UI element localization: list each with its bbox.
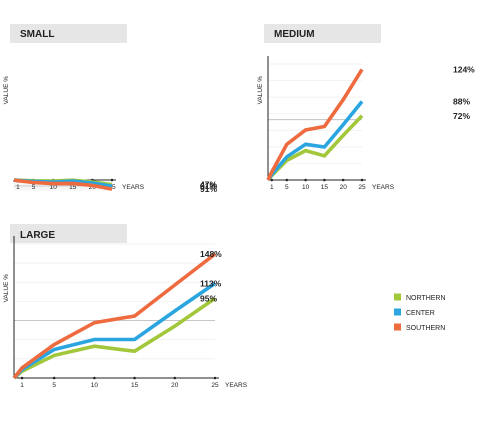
x-tick bbox=[323, 178, 326, 182]
x-tick-label: 20 bbox=[340, 184, 348, 191]
series-line-center bbox=[12, 281, 217, 380]
x-tick-label: 15 bbox=[69, 184, 77, 191]
x-axis-label: YEARS bbox=[372, 184, 395, 191]
x-tick bbox=[304, 178, 307, 182]
series-line-northern bbox=[266, 114, 364, 182]
x-tick bbox=[52, 376, 56, 380]
chart-title: MEDIUM bbox=[274, 29, 315, 40]
data-label-southern: 91% bbox=[200, 184, 217, 194]
legend-label-center: CENTER bbox=[406, 310, 435, 317]
x-tick bbox=[341, 178, 345, 182]
legend-label-southern: SOUTHERN bbox=[406, 325, 445, 332]
data-label-northern: 47% bbox=[200, 180, 217, 190]
chart-title: LARGE bbox=[20, 230, 55, 241]
data-label-northern: 95% bbox=[200, 293, 217, 303]
chart-title-band bbox=[10, 24, 127, 43]
x-tick-label: 1 bbox=[270, 184, 274, 191]
x-tick-label: 10 bbox=[302, 184, 310, 191]
x-axis-label: YEARS bbox=[122, 184, 145, 191]
x-axis-label: YEARS bbox=[225, 382, 248, 389]
chart-title: SMALL bbox=[20, 29, 54, 40]
x-tick-label: 25 bbox=[211, 382, 219, 389]
series-line-center bbox=[266, 100, 364, 182]
y-axis-label: VALUE % bbox=[3, 76, 10, 105]
x-tick bbox=[110, 178, 114, 182]
x-tick bbox=[360, 178, 364, 182]
legend-label-northern: NORTHERN bbox=[406, 295, 446, 302]
x-tick bbox=[20, 376, 24, 380]
legend-swatch-center bbox=[394, 308, 401, 316]
y-axis-label: VALUE % bbox=[3, 274, 10, 303]
x-tick-label: 10 bbox=[91, 382, 99, 389]
x-tick-label: 15 bbox=[131, 382, 139, 389]
x-tick bbox=[270, 178, 274, 182]
series-line-southern bbox=[12, 252, 217, 380]
x-tick bbox=[133, 376, 136, 380]
series-line-southern bbox=[266, 68, 364, 181]
x-tick-label: 1 bbox=[16, 184, 20, 191]
y-axis-label: VALUE % bbox=[257, 76, 264, 105]
x-tick bbox=[173, 376, 177, 380]
x-tick-label: 5 bbox=[32, 184, 36, 191]
x-tick-label: 1 bbox=[20, 382, 24, 389]
data-label-southern: 148% bbox=[200, 249, 222, 259]
x-tick-label: 5 bbox=[52, 382, 56, 389]
series-line-southern bbox=[13, 178, 113, 191]
x-tick bbox=[93, 376, 96, 380]
chart-title-band bbox=[264, 24, 381, 43]
legend: NORTHERN CENTER SOUTHERN bbox=[394, 293, 446, 332]
data-label-center: 61% bbox=[200, 181, 217, 191]
data-label-center: 113% bbox=[200, 278, 222, 288]
x-tick-label: 25 bbox=[358, 184, 366, 191]
x-tick-label: 5 bbox=[285, 184, 289, 191]
data-label-southern: 124% bbox=[453, 64, 475, 74]
x-tick bbox=[213, 376, 217, 380]
x-tick bbox=[285, 178, 289, 182]
data-label-northern: 72% bbox=[453, 111, 470, 121]
x-tick-label: 10 bbox=[50, 184, 58, 191]
chart-title-band bbox=[10, 224, 127, 243]
x-tick-label: 20 bbox=[171, 382, 179, 389]
data-label-center: 88% bbox=[453, 96, 470, 106]
legend-swatch-southern bbox=[394, 323, 401, 331]
x-tick-label: 15 bbox=[321, 184, 329, 191]
legend-swatch-northern bbox=[394, 293, 401, 301]
x-tick-label: 20 bbox=[89, 184, 97, 191]
